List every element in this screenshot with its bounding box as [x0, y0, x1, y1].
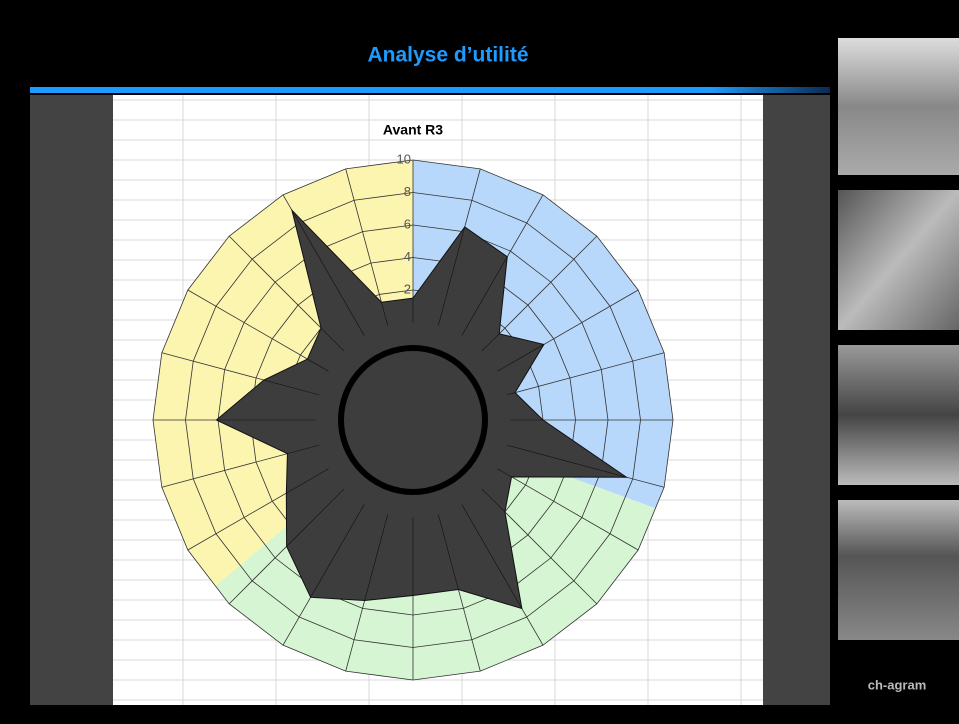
tick-label: 8	[404, 184, 411, 199]
inner-spoke	[507, 444, 627, 478]
inner-spoke	[287, 444, 319, 454]
spoke	[497, 468, 639, 551]
inner-spoke	[481, 488, 506, 513]
inner-spoke	[381, 302, 389, 326]
inner-spoke	[263, 379, 319, 396]
photo	[838, 38, 959, 175]
inner-spoke	[320, 327, 345, 352]
inner-spoke	[507, 392, 516, 396]
title-bar	[30, 87, 830, 93]
tick-label: 4	[404, 249, 411, 264]
inner-spoke	[461, 256, 508, 336]
inner-spoke	[437, 226, 466, 326]
inner-spoke	[310, 504, 365, 598]
inner-spoke	[497, 468, 512, 478]
inner-spoke	[497, 344, 545, 372]
slide-title: Analyse d’utilité	[367, 44, 528, 67]
photo	[838, 190, 959, 330]
inner-spoke	[307, 358, 329, 372]
tick-label: 10	[397, 151, 411, 166]
spoke	[481, 235, 598, 352]
spoke	[345, 168, 389, 326]
inner-spoke	[364, 514, 389, 601]
hub	[338, 345, 488, 495]
footer: ch-agram	[868, 677, 927, 692]
tick-label: 2	[404, 281, 411, 296]
inner-spoke	[291, 210, 365, 336]
radar-chart: 2 4 6 8 10	[152, 151, 674, 681]
spoke	[187, 289, 329, 372]
inner-spoke	[461, 504, 523, 609]
photo	[838, 345, 959, 485]
spoke	[507, 352, 665, 396]
photo	[838, 500, 959, 640]
inner-spoke	[286, 468, 329, 494]
inner-spoke	[437, 514, 459, 590]
inner-spoke	[286, 488, 345, 547]
inner-spoke	[481, 333, 500, 352]
chart-title: Avant R3	[383, 122, 443, 138]
tick-label: 6	[404, 216, 411, 231]
